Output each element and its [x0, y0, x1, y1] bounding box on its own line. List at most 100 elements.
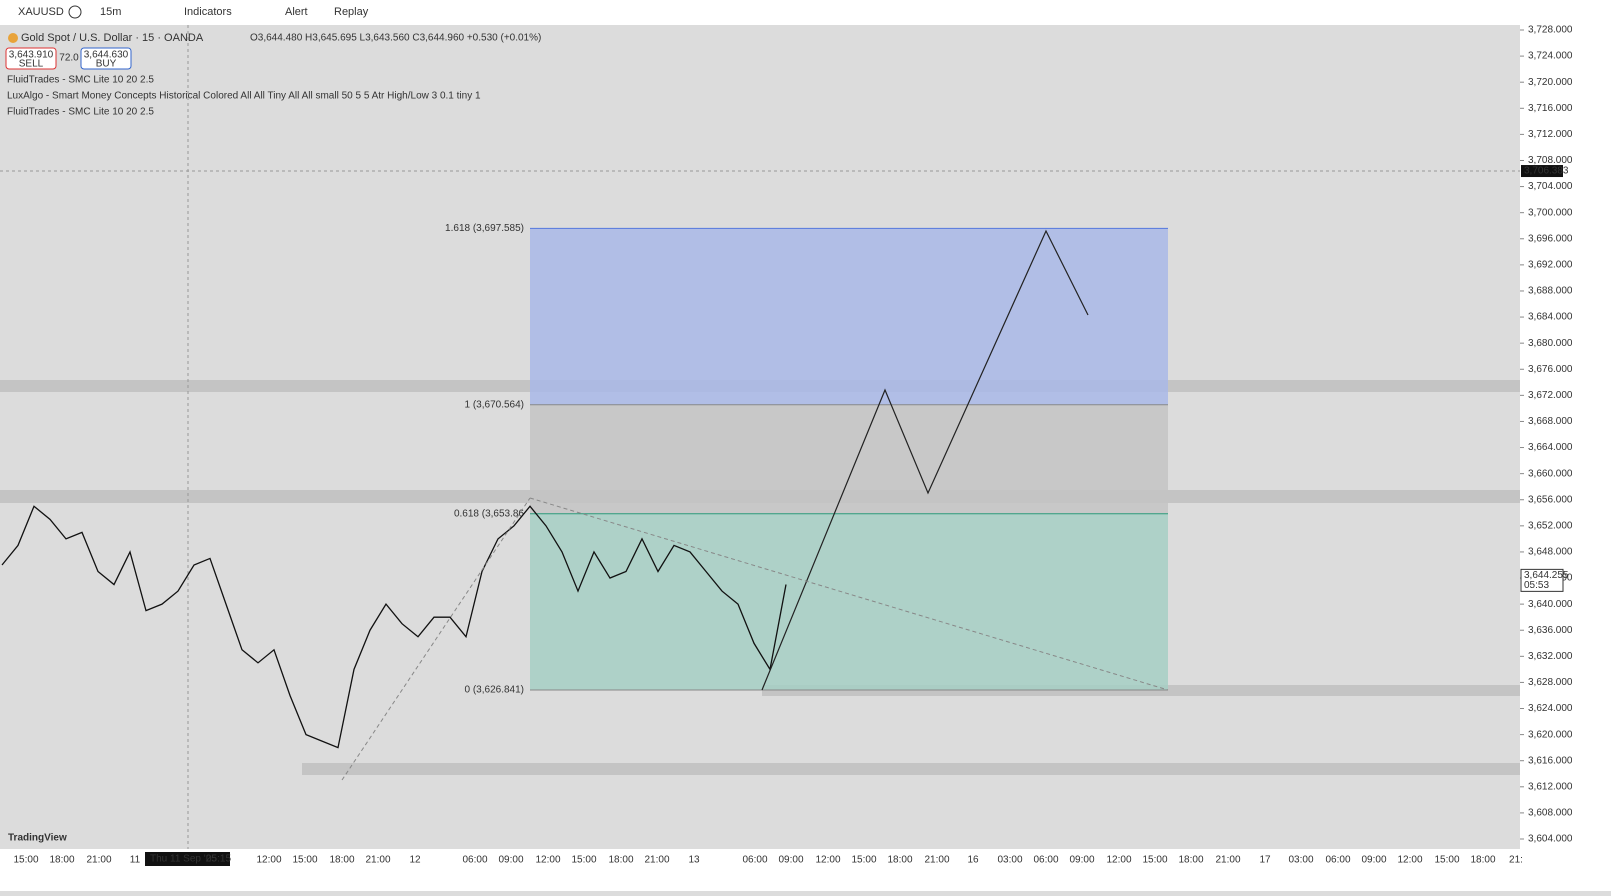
crosshair-label-box [1521, 165, 1563, 178]
y-tick-label: 3,724.000 [1528, 51, 1573, 62]
x-tick-label: 06:00 [462, 855, 487, 866]
y-tick-label: 3,680.000 [1528, 338, 1573, 349]
trend-line [529, 497, 1169, 691]
x-tick-label: 06:00 [1033, 855, 1058, 866]
indicator[interactable]: FluidTrades - SMC Lite 10 20 2.5 [7, 107, 154, 118]
buy-label: BUY [96, 59, 117, 70]
x-tick-label: 21:00 [86, 855, 111, 866]
x-tick-label: 11 [130, 855, 141, 866]
x-tick-label: 21:00 [924, 855, 949, 866]
x-tick-label: 18:00 [1178, 855, 1203, 866]
buy-button[interactable] [80, 47, 132, 70]
y-tick-label: 3,604.000 [1528, 834, 1573, 845]
x-tick-label: 21: [1509, 855, 1523, 866]
fib-label: 1 (3,670.564) [465, 399, 525, 410]
x-tick-label: 09:00 [778, 855, 803, 866]
y-tick-label: 3,624.000 [1528, 703, 1573, 714]
last-price-box [1520, 568, 1564, 592]
cursor-date: Thu 11 Sep '25 [150, 854, 217, 865]
y-tick-label: 3,628.000 [1528, 677, 1573, 688]
y-tick-label: 3,608.000 [1528, 808, 1573, 819]
buy-price: 3,644.630 [84, 50, 129, 61]
toolbar [0, 0, 1611, 25]
last-price-label: 3,644.255 [1524, 570, 1569, 581]
indicators-button[interactable]: Indicators [184, 6, 232, 18]
fib-label: 1.618 (3,697.585) [445, 223, 524, 234]
x-tick-label: 18:00 [329, 855, 354, 866]
x-tick-label: 15:00 [292, 855, 317, 866]
x-tick-label: 12:00 [1106, 855, 1131, 866]
y-tick-label: 3,632.000 [1528, 651, 1573, 662]
countdown: 05:53 [1524, 580, 1549, 591]
x-tick-label: 18:00 [49, 855, 74, 866]
sell-button[interactable] [5, 47, 57, 70]
time-axis [0, 849, 1520, 891]
y-tick-label: 3,656.000 [1528, 494, 1573, 505]
y-tick-label: 3,620.000 [1528, 729, 1573, 740]
fib-zone [530, 513, 1168, 690]
x-tick-label: 12:00 [535, 855, 560, 866]
x-tick-label: 09:00 [1069, 855, 1094, 866]
replay-button[interactable]: Replay [334, 6, 369, 18]
x-tick-label: 21:00 [1215, 855, 1240, 866]
y-tick-label: 3,692.000 [1528, 260, 1573, 271]
interval[interactable]: 15m [100, 6, 121, 18]
x-tick-label: 06:00 [742, 855, 767, 866]
fib-label: 0.618 (3,653.86 [454, 508, 524, 519]
ohlc: O3,644.480 H3,645.695 L3,643.560 C3,644.… [250, 33, 541, 44]
sell-price: 3,643.910 [9, 50, 54, 61]
x-tick-label: 13 [688, 855, 700, 866]
x-tick-label: 12:00 [1397, 855, 1422, 866]
crosshair-label: 3,706.383 [1524, 166, 1569, 177]
y-tick-label: 3,648.000 [1528, 547, 1573, 558]
y-tick-label: 3,688.000 [1528, 286, 1573, 297]
y-tick-label: 3,668.000 [1528, 416, 1573, 427]
x-tick-label: 15:00 [13, 855, 38, 866]
x-tick-label: 15:00 [1434, 855, 1459, 866]
x-tick-label: 15:00 [851, 855, 876, 866]
x-tick-label: 12:00 [815, 855, 840, 866]
fib-zone [530, 404, 1168, 514]
cursor-time-box [145, 852, 230, 866]
x-tick-label: 16 [967, 855, 979, 866]
y-tick-label: 3,728.000 [1528, 25, 1573, 36]
y-tick-label: 3,712.000 [1528, 129, 1573, 140]
y-tick-label: 3,700.000 [1528, 207, 1573, 218]
add-symbol[interactable] [68, 5, 82, 19]
y-tick-label: 3,672.000 [1528, 390, 1573, 401]
symbol[interactable]: XAUUSD [18, 6, 64, 18]
y-tick-label: 3,664.000 [1528, 442, 1573, 453]
x-tick-label: 15:00 [1142, 855, 1167, 866]
x-tick-label: 15:00 [571, 855, 596, 866]
y-tick-label: 3,640.000 [1528, 599, 1573, 610]
indicator[interactable]: LuxAlgo - Smart Money Concepts Historica… [7, 91, 481, 102]
spread: 72.0 [59, 53, 79, 64]
x-tick-label: 21:00 [365, 855, 390, 866]
y-tick-label: 3,660.000 [1528, 468, 1573, 479]
alert-button[interactable]: Alert [285, 6, 308, 18]
x-tick-label: 21:00 [644, 855, 669, 866]
legend-title: Gold Spot / U.S. Dollar · 15 · OANDA [21, 32, 204, 44]
cursor-time: 05:15 [206, 854, 231, 865]
y-tick-label: 3,708.000 [1528, 155, 1573, 166]
y-tick-label: 3,652.000 [1528, 520, 1573, 531]
x-tick-label: 09:00 [498, 855, 523, 866]
y-tick-label: 3,704.000 [1528, 181, 1573, 192]
fib-zone [530, 228, 1168, 405]
brand: TradingView [8, 833, 67, 844]
x-tick-label: 18:00 [1470, 855, 1495, 866]
symbol-icon [8, 33, 18, 43]
x-tick-label: 18:00 [608, 855, 633, 866]
price-line [1, 505, 787, 749]
x-tick-label: 03:00 [1288, 855, 1313, 866]
x-tick-label: 06:00 [1325, 855, 1350, 866]
y-tick-label: 3,676.000 [1528, 364, 1573, 375]
fib-label: 0 (3,626.841) [465, 685, 525, 696]
indicator[interactable]: FluidTrades - SMC Lite 10 20 2.5 [7, 75, 154, 86]
x-tick-label: 12:00 [256, 855, 281, 866]
x-tick-label: 09:00 [1361, 855, 1386, 866]
y-tick-label: 3,616.000 [1528, 755, 1573, 766]
y-tick-label: 3,612.000 [1528, 781, 1573, 792]
